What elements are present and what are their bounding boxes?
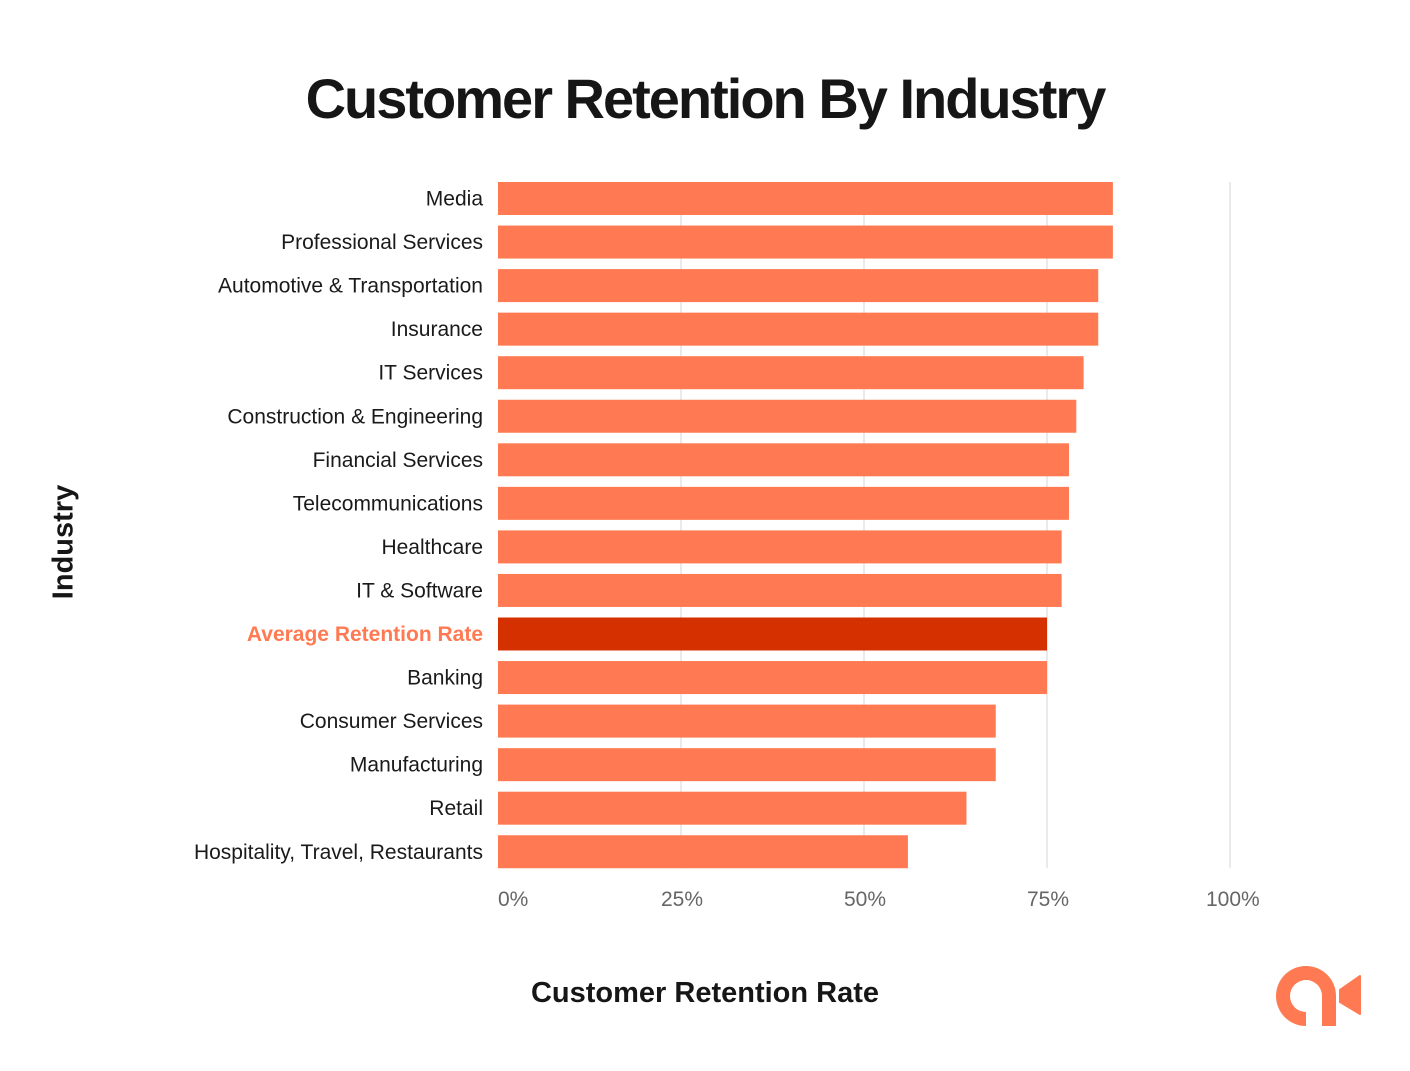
category-label: Telecommunications [293, 492, 483, 515]
x-axis-label: Customer Retention Rate [530, 977, 880, 1009]
category-label: Financial Services [313, 449, 483, 472]
chart-title: Customer Retention By Industry [305, 67, 1107, 130]
category-label: Media [426, 188, 484, 211]
x-tick-label: 75% [1027, 888, 1069, 911]
bar [498, 617, 1047, 651]
bar [498, 182, 1113, 215]
x-tick-label: 0% [498, 888, 528, 911]
bar [498, 443, 1069, 477]
category-label: Consumer Services [300, 710, 483, 733]
category-label: Average Retention Rate [247, 623, 483, 646]
x-tick-label: 25% [661, 888, 703, 911]
category-label: Professional Services [281, 231, 483, 254]
category-label: IT Services [378, 362, 483, 385]
category-label: Insurance [391, 318, 483, 341]
bar [498, 225, 1113, 259]
bar [498, 704, 996, 738]
category-label: Hospitality, Travel, Restaurants [194, 841, 483, 864]
x-tick-label: 100% [1206, 888, 1260, 911]
bar [498, 573, 1062, 607]
bar [498, 835, 908, 869]
category-label: Retail [429, 797, 483, 820]
x-tick-label: 50% [844, 888, 886, 911]
bar [498, 356, 1084, 390]
category-label: Banking [407, 667, 483, 690]
category-label: Healthcare [381, 536, 483, 559]
bar [498, 748, 996, 782]
bar [498, 399, 1077, 433]
y-axis-label: Industry [47, 484, 80, 600]
bar [498, 791, 967, 825]
category-label: IT & Software [356, 579, 483, 602]
bar [498, 312, 1099, 346]
bar [498, 661, 1047, 695]
brand-logo [1276, 966, 1361, 1026]
bar [498, 530, 1062, 564]
category-label: Manufacturing [350, 754, 483, 777]
category-label: Construction & Engineering [227, 405, 483, 428]
category-label: Automotive & Transportation [218, 275, 483, 298]
bar [498, 269, 1099, 303]
bar [498, 486, 1069, 520]
